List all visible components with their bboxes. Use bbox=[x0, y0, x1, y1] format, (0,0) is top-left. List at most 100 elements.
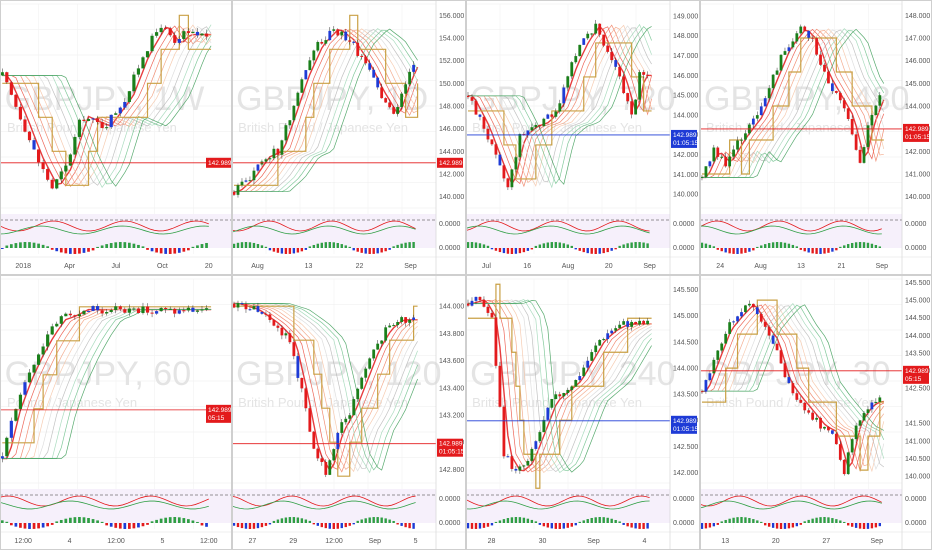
histogram-bar bbox=[720, 521, 723, 523]
candle-body bbox=[526, 460, 530, 466]
date-tick-label: 4 bbox=[68, 538, 72, 545]
price-tick-label: 144.000 bbox=[905, 333, 930, 340]
histogram-bar bbox=[626, 523, 629, 527]
histogram-bar bbox=[606, 248, 609, 253]
histogram-bar bbox=[296, 248, 300, 253]
histogram-bar bbox=[37, 243, 40, 248]
price-tick-label: 143.600 bbox=[439, 358, 464, 365]
candle-body bbox=[296, 356, 300, 378]
histogram-bar bbox=[498, 520, 502, 523]
histogram-bar bbox=[752, 248, 755, 251]
histogram-bar bbox=[324, 242, 327, 248]
chart-pane-p6[interactable]: GBPJPY, 120 British Pound / Japanese Yen 1… bbox=[232, 275, 466, 550]
chart-pane-p4[interactable]: GBPJPY, 480 British Pound / Japanese Yen 1… bbox=[700, 0, 932, 275]
ma-ribbon-line bbox=[702, 28, 885, 178]
candle-body bbox=[775, 70, 779, 75]
price-badge bbox=[206, 157, 232, 168]
candle-body bbox=[356, 42, 360, 56]
date-tick-label: 20 bbox=[772, 538, 780, 545]
histogram-bar bbox=[173, 248, 177, 254]
histogram-bar bbox=[87, 518, 90, 523]
date-tick-label: 22 bbox=[356, 263, 364, 270]
chart-pane-p3[interactable]: GBPJPY, 720 British Pound / Japanese Yen 1… bbox=[466, 0, 700, 275]
candle-body bbox=[55, 323, 59, 327]
histogram-bar bbox=[150, 248, 154, 252]
candle-body bbox=[574, 56, 578, 63]
chart-pane-p5[interactable]: GBPJPY, 60 Pound / Japanese Yen 142.989 05:… bbox=[0, 275, 232, 550]
histogram-bar bbox=[96, 246, 99, 248]
candle-body bbox=[586, 33, 590, 39]
candle-body bbox=[114, 306, 118, 311]
histogram-bar bbox=[779, 242, 783, 248]
oscillator-line-green bbox=[466, 225, 650, 235]
candle-body bbox=[18, 106, 23, 120]
candle-body bbox=[724, 333, 728, 344]
indicator-tick-label: 0.0000 bbox=[673, 221, 695, 228]
candle-body bbox=[91, 118, 95, 120]
histogram-bar bbox=[264, 246, 268, 248]
histogram-bar bbox=[642, 242, 645, 248]
candle-body bbox=[598, 340, 602, 346]
histogram-bar bbox=[284, 248, 288, 254]
histogram-bar bbox=[272, 248, 276, 252]
histogram-bar bbox=[173, 517, 177, 523]
candle-body bbox=[831, 430, 834, 434]
histogram-bar bbox=[578, 248, 581, 251]
histogram-bar bbox=[704, 243, 708, 248]
price-badge bbox=[437, 157, 463, 168]
candle-body bbox=[27, 131, 32, 141]
chart-pane-p1[interactable]: GBPJPY, 1W British Pound / Japanese Yen 14… bbox=[0, 0, 232, 275]
histogram-bar bbox=[606, 517, 609, 523]
histogram-bar bbox=[870, 523, 874, 529]
candle-body bbox=[408, 71, 412, 85]
indicator-panel-bg bbox=[700, 489, 902, 523]
histogram-bar bbox=[46, 523, 50, 527]
histogram-bar bbox=[748, 518, 751, 523]
histogram-bar bbox=[767, 243, 771, 248]
candle-body bbox=[862, 413, 866, 421]
histogram-bar bbox=[732, 517, 735, 523]
histogram-bar bbox=[839, 246, 842, 248]
chart-pane-p7[interactable]: GBPJPY, 240 British Pound / Japanese Yen 1… bbox=[466, 275, 700, 550]
histogram-bar bbox=[827, 517, 830, 523]
chart-pane-p8[interactable]: GBPJPY, 30 British Pound / Japanese Yen 14… bbox=[700, 275, 932, 550]
price-badge-value: 142.989 bbox=[905, 126, 929, 133]
histogram-bar bbox=[19, 523, 22, 528]
stepped-level-line bbox=[701, 299, 884, 471]
price-tick-label: 149.000 bbox=[673, 13, 698, 20]
ma-ribbon-line bbox=[702, 30, 884, 178]
candle-body bbox=[364, 56, 368, 64]
date-tick-label: Aug bbox=[562, 263, 575, 270]
candle-body bbox=[68, 313, 72, 316]
candle-body bbox=[494, 144, 498, 155]
candle-body bbox=[256, 164, 260, 171]
histogram-bar bbox=[50, 248, 54, 250]
histogram-bar bbox=[582, 248, 585, 253]
candle-body bbox=[618, 66, 622, 77]
histogram-bar bbox=[100, 521, 104, 523]
candle-body bbox=[127, 308, 131, 313]
symbol-watermark: GBPJPY, 1W bbox=[5, 80, 205, 118]
candle-body bbox=[348, 415, 352, 419]
histogram-bar bbox=[854, 523, 858, 528]
histogram-bar bbox=[542, 523, 546, 527]
histogram-bar bbox=[5, 521, 9, 523]
candle-body bbox=[610, 51, 614, 61]
histogram-bar bbox=[740, 248, 743, 254]
histogram-bar bbox=[610, 518, 613, 523]
candle-body bbox=[364, 368, 368, 378]
chart-pane-p2[interactable]: GBPJPY, 1D British Pound / Japanese Yen 15… bbox=[232, 0, 466, 275]
candle-body bbox=[284, 333, 288, 336]
histogram-bar bbox=[466, 242, 470, 248]
histogram-bar bbox=[404, 523, 407, 528]
histogram-bar bbox=[490, 248, 494, 250]
price-badge-value: 142.989 bbox=[439, 160, 463, 167]
histogram-bar bbox=[850, 242, 854, 248]
date-tick-label: 20 bbox=[205, 263, 213, 270]
price-tick-label: 144.000 bbox=[905, 104, 930, 111]
bar-countdown: 01:05:15 bbox=[439, 449, 465, 456]
date-tick-label: Sep bbox=[643, 263, 656, 270]
histogram-bar bbox=[146, 248, 149, 250]
candle-body bbox=[276, 325, 280, 328]
